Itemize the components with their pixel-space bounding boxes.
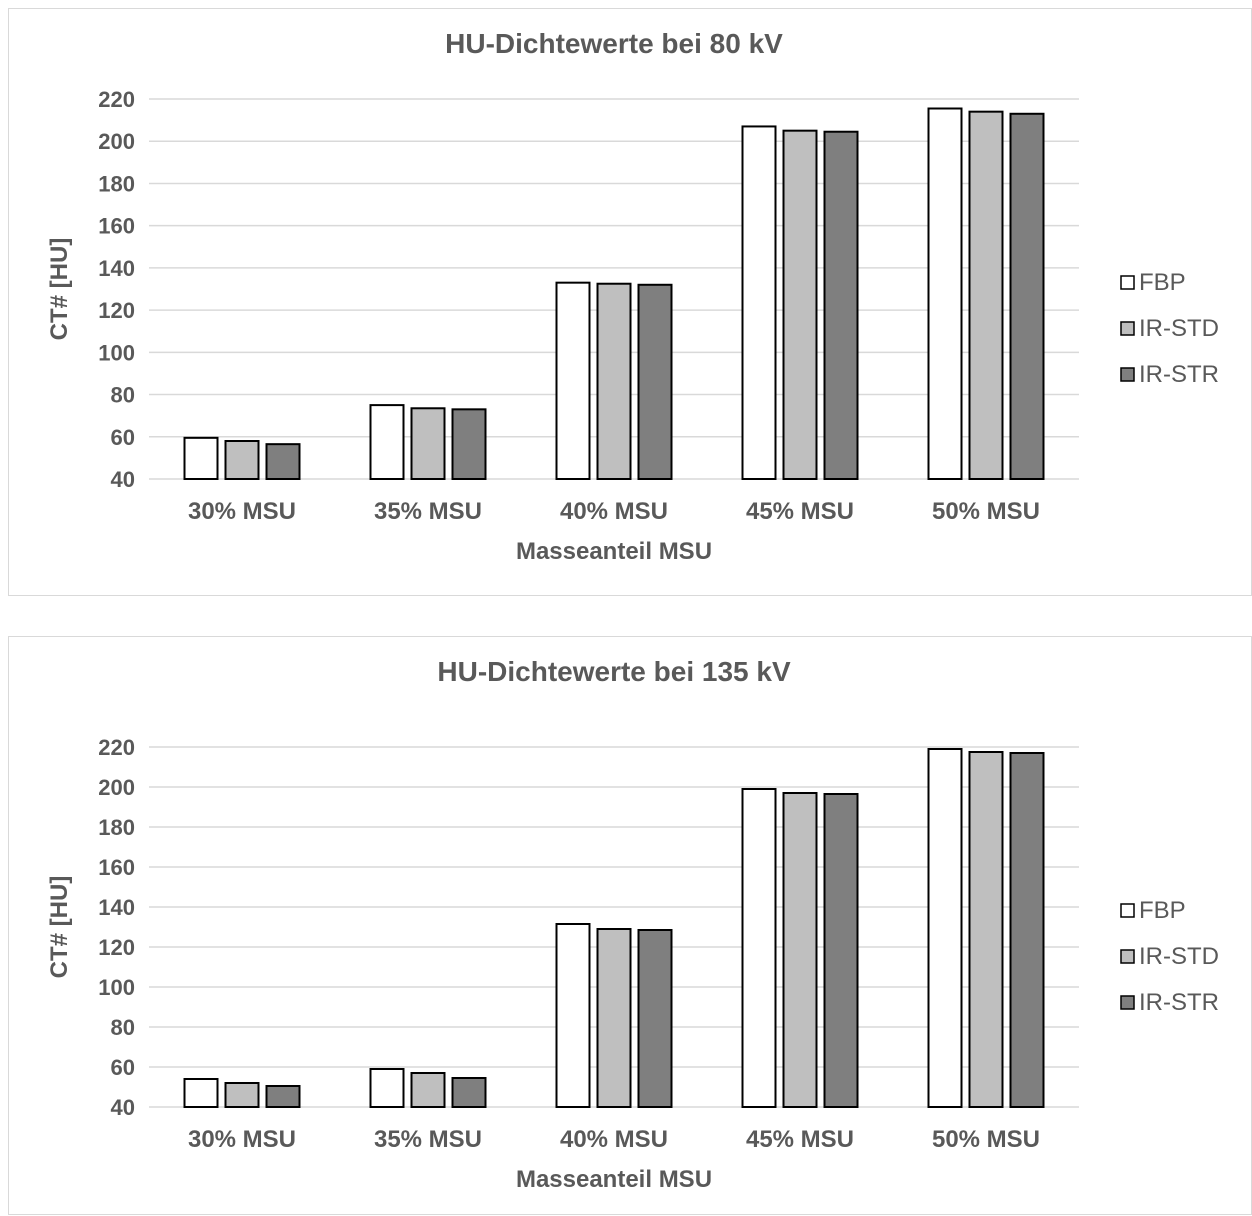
- y-tick-label: 40: [111, 467, 135, 492]
- bar-ir-std-2: [410, 1072, 446, 1108]
- legend-swatch-ir-std: [1120, 949, 1135, 964]
- x-category-label: 35% MSU: [374, 498, 482, 525]
- bar-ir-str-5: [1009, 112, 1045, 481]
- legend-swatch-ir-str: [1120, 995, 1135, 1010]
- y-tick-label: 60: [111, 425, 135, 450]
- y-tick-label: 220: [98, 735, 135, 760]
- y-tick-label: 160: [98, 855, 135, 880]
- x-axis-title: Masseanteil MSU: [516, 538, 712, 565]
- y-tick-label: 140: [98, 256, 135, 281]
- bar-ir-str-4: [823, 130, 859, 480]
- x-category-label: 45% MSU: [746, 1126, 854, 1153]
- bar-ir-std-1: [224, 1082, 260, 1108]
- y-tick-label: 200: [98, 775, 135, 800]
- bar-fbp-2: [369, 404, 405, 480]
- bar-ir-std-1: [224, 440, 260, 480]
- bar-fbp-1: [183, 1078, 219, 1108]
- bar-fbp-2: [369, 1068, 405, 1108]
- bar-ir-str-5: [1009, 752, 1045, 1108]
- bar-ir-std-4: [782, 792, 818, 1108]
- y-tick-label: 120: [98, 935, 135, 960]
- y-axis-title: CT# [HU]: [46, 238, 73, 341]
- bar-fbp-1: [183, 436, 219, 481]
- legend-label-ir-str: IR-STR: [1139, 361, 1219, 388]
- x-category-label: 40% MSU: [560, 498, 668, 525]
- legend-swatch-fbp: [1120, 275, 1135, 290]
- y-tick-label: 40: [111, 1095, 135, 1120]
- bar-fbp-3: [555, 923, 591, 1108]
- bar-ir-std-5: [968, 110, 1004, 481]
- bar-ir-std-2: [410, 407, 446, 480]
- legend-label-fbp: FBP: [1139, 269, 1186, 296]
- chart-80kv: HU-Dichtewerte bei 80 kV 40 60 80 100 120 140 1…: [46, 28, 1219, 565]
- chart-135kv: HU-Dichtewerte bei 135 kV 40 60 80 100 120 140…: [46, 656, 1219, 1193]
- y-tick-label: 180: [98, 171, 135, 196]
- y-tick-label: 180: [98, 815, 135, 840]
- legend-label-fbp: FBP: [1139, 897, 1186, 924]
- bar-fbp-5: [927, 748, 963, 1108]
- x-category-label: 45% MSU: [746, 498, 854, 525]
- bar-fbp-3: [555, 281, 591, 480]
- bar-fbp-5: [927, 107, 963, 480]
- chart-panel-80kv: HU-Dichtewerte bei 80 kV 40 60 80 100 120 140 1…: [8, 8, 1252, 596]
- y-tick-label: 200: [98, 129, 135, 154]
- bar-ir-std-3: [596, 282, 632, 480]
- x-category-label: 50% MSU: [932, 498, 1040, 525]
- legend-swatch-ir-std: [1120, 321, 1135, 336]
- x-axis-title: Masseanteil MSU: [516, 1166, 712, 1193]
- x-category-label: 35% MSU: [374, 1126, 482, 1153]
- legend-label-ir-std: IR-STD: [1139, 943, 1219, 970]
- x-category-label: 30% MSU: [188, 498, 296, 525]
- bar-ir-std-5: [968, 751, 1004, 1108]
- chart-title: HU-Dichtewerte bei 135 kV: [437, 656, 791, 687]
- legend-label-ir-std: IR-STD: [1139, 315, 1219, 342]
- bar-ir-str-1: [265, 443, 301, 480]
- bar-ir-str-1: [265, 1085, 301, 1108]
- bar-ir-std-3: [596, 928, 632, 1108]
- bar-ir-str-2: [451, 1077, 487, 1108]
- bar-ir-str-3: [637, 283, 673, 480]
- bar-ir-str-3: [637, 929, 673, 1108]
- y-tick-label: 160: [98, 214, 135, 239]
- y-tick-label: 140: [98, 895, 135, 920]
- bar-ir-str-2: [451, 408, 487, 481]
- y-tick-label: 80: [111, 1015, 135, 1040]
- chart-panel-135kv: HU-Dichtewerte bei 135 kV 40 60 80 100 120 140…: [8, 636, 1252, 1215]
- y-axis-title: CT# [HU]: [46, 876, 73, 979]
- legend-label-ir-str: IR-STR: [1139, 989, 1219, 1016]
- y-tick-label: 60: [111, 1055, 135, 1080]
- y-tick-label: 80: [111, 383, 135, 408]
- bar-fbp-4: [741, 125, 777, 480]
- bar-fbp-4: [741, 788, 777, 1108]
- legend-swatch-ir-str: [1120, 367, 1135, 382]
- x-category-label: 50% MSU: [932, 1126, 1040, 1153]
- x-category-label: 40% MSU: [560, 1126, 668, 1153]
- bar-ir-std-4: [782, 129, 818, 481]
- y-tick-label: 100: [98, 340, 135, 365]
- bar-ir-str-4: [823, 793, 859, 1108]
- legend-swatch-fbp: [1120, 903, 1135, 918]
- y-tick-label: 100: [98, 975, 135, 1000]
- y-tick-label: 120: [98, 298, 135, 323]
- chart-title: HU-Dichtewerte bei 80 kV: [445, 28, 783, 59]
- y-tick-label: 220: [98, 87, 135, 112]
- x-category-label: 30% MSU: [188, 1126, 296, 1153]
